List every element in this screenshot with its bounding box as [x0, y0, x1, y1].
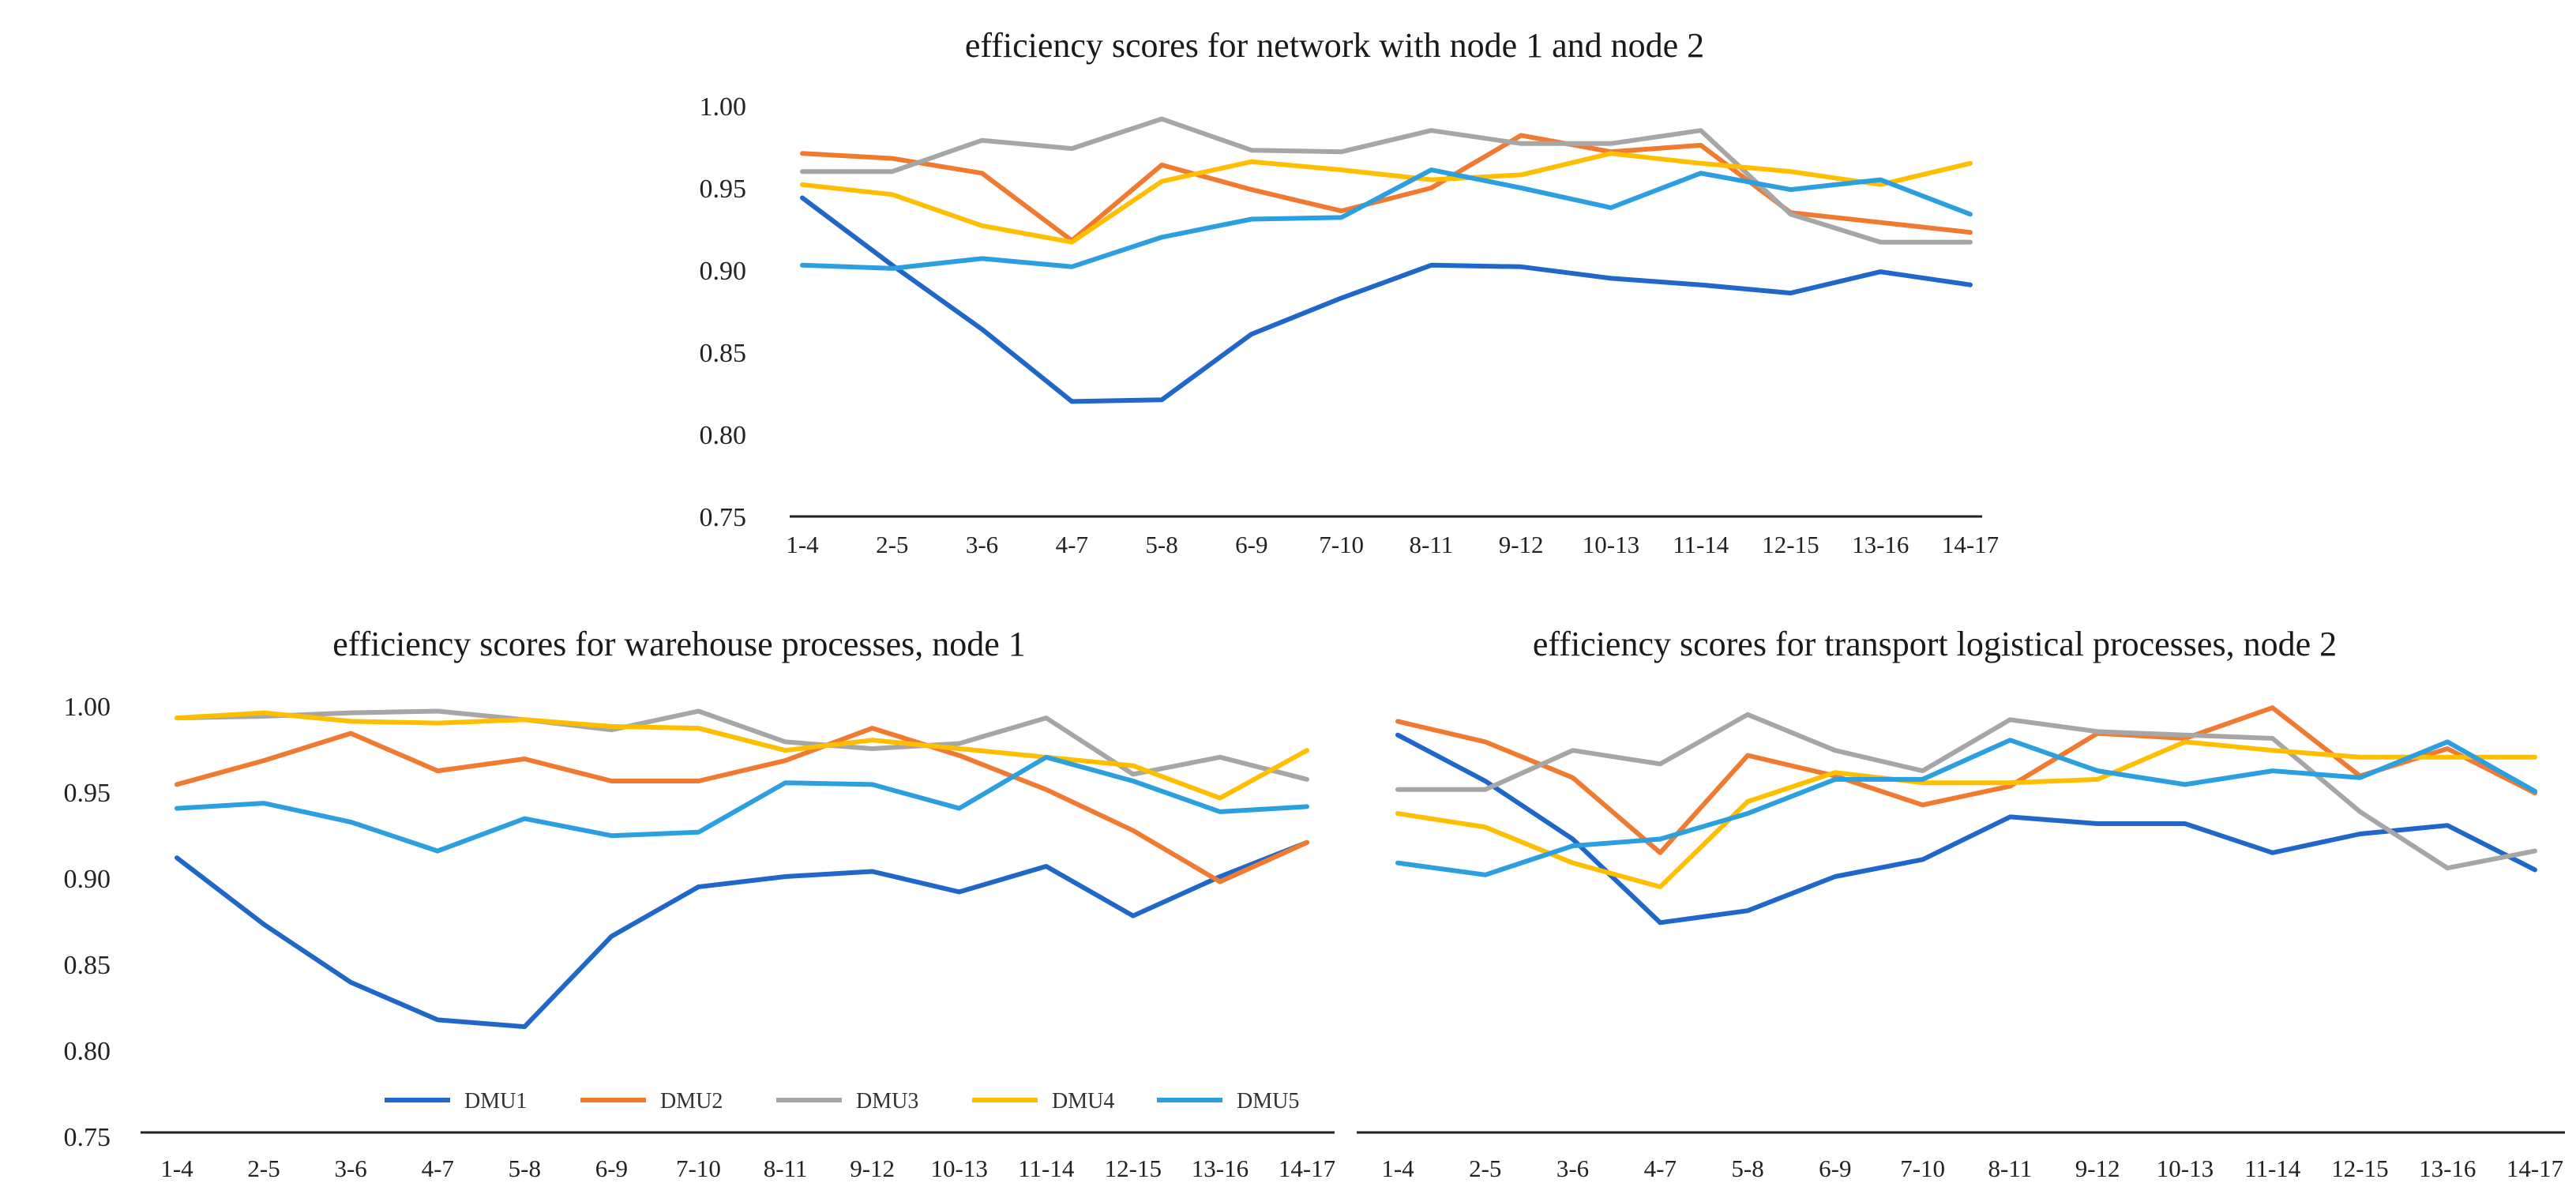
y-tick-label: 0.90 — [64, 865, 111, 894]
chart-title: efficiency scores for warehouse processe… — [332, 625, 1026, 663]
x-tick-label: 3-6 — [334, 1155, 366, 1182]
y-tick-label: 0.75 — [700, 503, 747, 532]
x-tick-label: 2-5 — [247, 1155, 280, 1182]
y-tick-label: 0.75 — [64, 1123, 111, 1152]
x-axis-ticks: 1-4 2-5 3-6 4-7 5-8 6-9 7-10 8-11 9-12 10-13 11-14… — [160, 1155, 1335, 1182]
y-tick-label: 0.85 — [64, 951, 111, 980]
legend-item-dmu5: DMU5 — [1157, 1089, 1299, 1114]
y-tick-label: 0.95 — [64, 779, 111, 808]
x-tick-label: 6-9 — [1819, 1155, 1851, 1182]
series-line-dmu5 — [175, 754, 1309, 854]
x-tick-label: 6-9 — [595, 1155, 628, 1182]
x-tick-label: 7-10 — [1319, 531, 1364, 558]
chart-transport-node2: efficiency scores for transport logistic… — [1357, 625, 2565, 1182]
x-tick-label: 11-14 — [1673, 531, 1729, 558]
y-tick-label: 0.80 — [700, 421, 747, 450]
x-tick-label: 13-16 — [1852, 531, 1909, 558]
legend-label: DMU4 — [1052, 1089, 1114, 1114]
x-axis-ticks: 1-4 2-5 3-6 4-7 5-8 6-9 7-10 8-11 9-12 10-13 11-14… — [786, 531, 1999, 558]
series-line-dmu4 — [175, 710, 1309, 801]
x-tick-label: 14-17 — [2507, 1155, 2563, 1182]
chart-warehouse-node1: efficiency scores for warehouse processe… — [64, 625, 1336, 1182]
x-tick-label: 11-14 — [2244, 1155, 2301, 1182]
y-tick-label: 0.80 — [64, 1037, 111, 1066]
series-line-dmu1 — [1395, 732, 2537, 926]
y-axis-ticks: 1.00 0.95 0.90 0.85 0.80 0.75 — [700, 92, 747, 532]
x-tick-label: 6-9 — [1235, 531, 1267, 558]
y-tick-label: 1.00 — [700, 92, 747, 122]
series-line-dmu3 — [1395, 712, 2537, 871]
x-tick-label: 8-11 — [1410, 531, 1454, 558]
legend-label: DMU1 — [464, 1089, 527, 1114]
y-tick-label: 0.90 — [700, 257, 747, 286]
x-tick-label: 8-11 — [764, 1155, 808, 1182]
y-tick-label: 1.00 — [64, 693, 111, 722]
plot-area — [1395, 705, 2537, 926]
x-tick-label: 1-4 — [1381, 1155, 1414, 1182]
x-tick-label: 3-6 — [1556, 1155, 1589, 1182]
legend-item-dmu1: DMU1 — [385, 1089, 527, 1114]
legend: DMU1 DMU2 DMU3 DMU4 DMU5 — [385, 1089, 1299, 1114]
x-tick-label: 3-6 — [966, 531, 998, 558]
x-tick-label: 8-11 — [1988, 1155, 2033, 1182]
chart-network-node1-node2: efficiency scores for network with node … — [700, 26, 2000, 558]
x-tick-label: 5-8 — [509, 1155, 541, 1182]
x-tick-label: 4-7 — [422, 1155, 454, 1182]
x-tick-label: 1-4 — [786, 531, 819, 558]
plot-area — [800, 116, 1973, 404]
legend-item-dmu3: DMU3 — [776, 1089, 918, 1114]
y-tick-label: 0.95 — [700, 175, 747, 204]
series-line-dmu2 — [1395, 705, 2537, 855]
x-tick-label: 5-8 — [1731, 1155, 1763, 1182]
y-axis-ticks: 1.00 0.95 0.90 0.85 0.80 0.75 — [64, 693, 111, 1152]
chart-title: efficiency scores for network with node … — [965, 26, 1704, 65]
x-tick-label: 9-12 — [850, 1155, 895, 1182]
series-line-dmu2 — [175, 726, 1309, 884]
x-tick-label: 12-15 — [1105, 1155, 1162, 1182]
legend-item-dmu2: DMU2 — [580, 1089, 723, 1114]
x-tick-label: 14-17 — [1279, 1155, 1335, 1182]
legend-item-dmu4: DMU4 — [972, 1089, 1114, 1114]
x-tick-label: 1-4 — [160, 1155, 193, 1182]
series-line-dmu3 — [800, 116, 1973, 245]
x-tick-label: 11-14 — [1018, 1155, 1075, 1182]
x-tick-label: 14-17 — [1942, 531, 1999, 558]
legend-label: DMU2 — [660, 1089, 723, 1114]
x-axis-ticks: 1-4 2-5 3-6 4-7 5-8 6-9 7-10 8-11 9-12 10-13 11-14… — [1381, 1155, 2563, 1182]
plot-area — [175, 708, 1309, 1030]
chart-title: efficiency scores for transport logistic… — [1533, 625, 2337, 663]
x-tick-label: 5-8 — [1145, 531, 1177, 558]
x-tick-label: 4-7 — [1644, 1155, 1677, 1182]
x-tick-label: 10-13 — [931, 1155, 988, 1182]
x-tick-label: 4-7 — [1056, 531, 1088, 558]
x-tick-label: 12-15 — [1762, 531, 1819, 558]
series-line-dmu1 — [175, 839, 1309, 1030]
series-line-dmu4 — [800, 151, 1973, 245]
x-tick-label: 2-5 — [876, 531, 908, 558]
legend-label: DMU5 — [1237, 1089, 1299, 1114]
x-tick-label: 12-15 — [2331, 1155, 2388, 1182]
y-tick-label: 0.85 — [700, 339, 747, 368]
x-tick-label: 13-16 — [1192, 1155, 1249, 1182]
series-line-dmu5 — [1395, 738, 2537, 877]
x-tick-label: 7-10 — [1900, 1155, 1945, 1182]
x-tick-label: 10-13 — [1583, 531, 1639, 558]
series-line-dmu5 — [800, 167, 1973, 271]
series-line-dmu4 — [1395, 739, 2537, 889]
x-tick-label: 13-16 — [2419, 1155, 2476, 1182]
x-tick-label: 10-13 — [2157, 1155, 2214, 1182]
x-tick-label: 2-5 — [1469, 1155, 1501, 1182]
legend-label: DMU3 — [856, 1089, 918, 1114]
x-tick-label: 9-12 — [1499, 531, 1544, 558]
x-tick-label: 9-12 — [2075, 1155, 2120, 1182]
series-line-dmu1 — [800, 195, 1973, 404]
x-tick-label: 7-10 — [676, 1155, 721, 1182]
